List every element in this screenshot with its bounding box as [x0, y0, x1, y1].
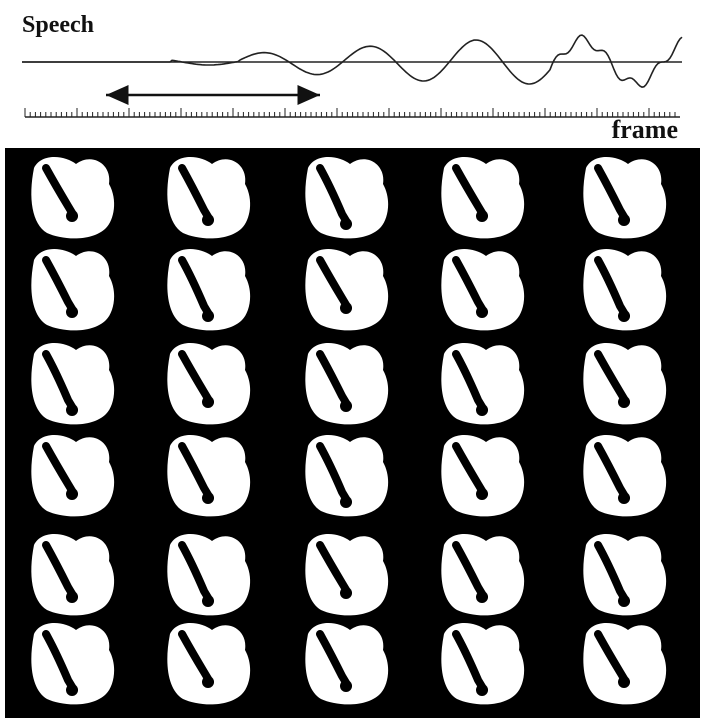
- tongue-tip: [618, 676, 630, 688]
- figure: Speech frame: [0, 0, 701, 718]
- tongue-tip: [202, 310, 214, 322]
- tongue-tip: [202, 676, 214, 688]
- vocal-tract-image: [305, 343, 388, 424]
- tongue-tip: [202, 396, 214, 408]
- vocal-tract-image: [167, 435, 250, 516]
- tongue-tip: [202, 595, 214, 607]
- tongue-tip: [202, 492, 214, 504]
- tongue-tip: [340, 302, 352, 314]
- tongue-tip: [340, 680, 352, 692]
- tongue-tip: [476, 684, 488, 696]
- tongue-tip: [66, 591, 78, 603]
- vocal-tract-image: [583, 623, 666, 704]
- tongue-tip: [618, 396, 630, 408]
- tongue-tip: [618, 214, 630, 226]
- tongue-tip: [66, 684, 78, 696]
- vocal-tract-image: [31, 435, 114, 516]
- tongue-tip: [340, 496, 352, 508]
- vocal-tract-image: [305, 157, 388, 238]
- vocal-tract-image: [31, 534, 114, 615]
- tongue-tip: [66, 488, 78, 500]
- tongue-tip: [66, 404, 78, 416]
- vocal-tract-image: [441, 623, 524, 704]
- vocal-tract-image: [305, 623, 388, 704]
- tongue-tip: [476, 306, 488, 318]
- frame-ruler: [25, 108, 680, 117]
- vocal-tract-image: [441, 435, 524, 516]
- tongue-tip: [66, 210, 78, 222]
- tongue-tip: [476, 591, 488, 603]
- speech-waveform: [22, 35, 682, 87]
- vocal-tract-image: [305, 249, 388, 330]
- vocal-tract-image: [167, 157, 250, 238]
- vocal-tract-image: [167, 343, 250, 424]
- vocal-tract-image: [167, 534, 250, 615]
- vocal-tract-image: [583, 343, 666, 424]
- vocal-tract-image: [31, 157, 114, 238]
- vocal-tract-image: [31, 343, 114, 424]
- vocal-tract-image: [167, 249, 250, 330]
- tongue-tip: [202, 214, 214, 226]
- vocal-tract-image: [441, 534, 524, 615]
- speech-title: Speech: [22, 12, 94, 38]
- vocal-tract-image: [305, 435, 388, 516]
- vocal-tract-image: [167, 623, 250, 704]
- vocal-tract-image: [441, 249, 524, 330]
- tongue-tip: [340, 218, 352, 230]
- tongue-tip: [618, 595, 630, 607]
- vocal-tract-image: [441, 157, 524, 238]
- tongue-tip: [618, 310, 630, 322]
- tongue-tip: [476, 488, 488, 500]
- frame-label: frame: [612, 115, 678, 144]
- vocal-tract-image: [31, 623, 114, 704]
- vocal-tract-image: [583, 157, 666, 238]
- vocal-tract-image: [305, 534, 388, 615]
- vocal-tract-image: [441, 343, 524, 424]
- tongue-tip: [340, 587, 352, 599]
- tongue-tip: [476, 210, 488, 222]
- vocal-tract-image: [583, 435, 666, 516]
- tongue-tip: [476, 404, 488, 416]
- vocal-tract-image: [583, 249, 666, 330]
- vocal-tract-image: [31, 249, 114, 330]
- page: Speech frame (() => { const data = JSON.…: [0, 0, 701, 718]
- tongue-tip: [66, 306, 78, 318]
- tongue-tip: [618, 492, 630, 504]
- tongue-tip: [340, 400, 352, 412]
- vocal-tract-image: [583, 534, 666, 615]
